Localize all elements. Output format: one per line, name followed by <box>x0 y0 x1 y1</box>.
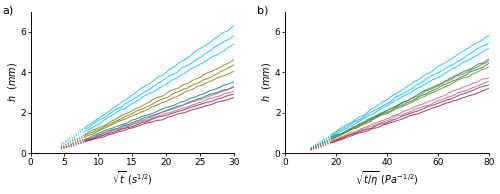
X-axis label: $\sqrt{t}$ $(s^{1/2})$: $\sqrt{t}$ $(s^{1/2})$ <box>112 170 152 187</box>
Y-axis label: $h$  $(mm)$: $h$ $(mm)$ <box>6 62 18 102</box>
Text: b): b) <box>257 6 268 16</box>
Y-axis label: $h$  $(mm)$: $h$ $(mm)$ <box>260 62 274 102</box>
X-axis label: $\sqrt{t/\eta}$ $(Pa^{-1/2})$: $\sqrt{t/\eta}$ $(Pa^{-1/2})$ <box>355 170 419 188</box>
Text: a): a) <box>2 6 14 16</box>
